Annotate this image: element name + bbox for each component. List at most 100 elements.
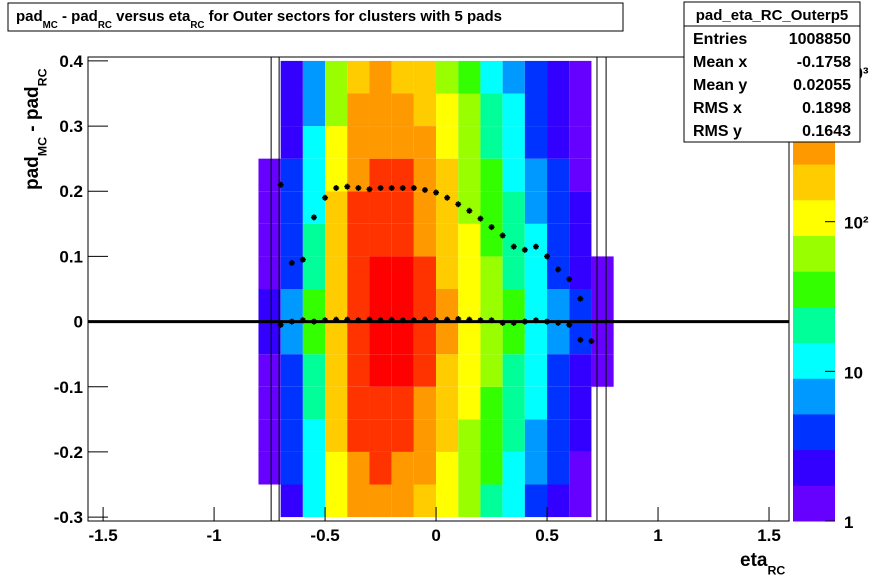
label-part: RC	[767, 564, 785, 578]
marker	[566, 276, 573, 283]
profile-point	[477, 215, 484, 222]
heatmap-cell	[325, 191, 348, 224]
heatmap-cell	[258, 289, 281, 322]
heatmap-cell	[391, 158, 414, 192]
heatmap-cell	[480, 60, 503, 94]
marker	[466, 207, 473, 214]
marker	[477, 317, 484, 324]
heatmap-cell	[325, 386, 348, 420]
heatmap-cell	[524, 223, 548, 257]
profile-point	[410, 184, 417, 191]
marker	[532, 317, 539, 324]
marker	[344, 183, 351, 190]
heatmap-cell	[569, 191, 592, 224]
x-tick-label: 1	[653, 526, 662, 545]
profile-point	[488, 224, 495, 231]
heatmap-cell	[569, 158, 592, 192]
heatmap-cell	[458, 93, 481, 127]
heatmap-cell	[347, 256, 370, 289]
title-box	[7, 2, 624, 32]
marker	[521, 318, 528, 325]
z-tick-label: 10²	[844, 214, 869, 233]
heatmap-cell	[524, 60, 548, 94]
marker	[322, 317, 329, 324]
heatmap-cell	[391, 223, 414, 257]
profile-point	[466, 316, 473, 323]
heatmap-cell	[258, 321, 281, 355]
heatmap-cell	[458, 126, 481, 159]
profile-point	[566, 276, 573, 283]
heatmap-cell	[258, 451, 281, 485]
heatmap-cell	[502, 191, 525, 224]
heatmap-cell	[391, 386, 414, 420]
marker	[421, 316, 428, 323]
profile-point	[444, 316, 451, 323]
marker	[288, 318, 295, 325]
heatmap-cell	[302, 191, 326, 224]
heatmap-cell	[369, 386, 392, 420]
heatmap-cell	[391, 93, 414, 127]
heatmap-cell	[347, 451, 370, 485]
marker	[566, 321, 573, 328]
heatmap-cell	[547, 386, 570, 420]
heatmap-cell	[413, 289, 437, 322]
x-tick-label: 0.5	[535, 526, 559, 545]
heatmap-cell	[325, 158, 348, 192]
heatmap-cell	[280, 126, 303, 159]
heatmap-cell	[347, 126, 370, 159]
profile-point	[544, 318, 551, 325]
marker	[388, 316, 395, 323]
heatmap-cell	[347, 354, 370, 387]
profile-point	[588, 338, 595, 345]
heatmap-cell	[369, 321, 392, 355]
profile-point	[510, 319, 517, 326]
heatmap-cell	[480, 386, 503, 420]
profile-point	[299, 256, 306, 263]
heatmap-cell	[458, 354, 481, 387]
marker	[288, 259, 295, 266]
heatmap-cell	[502, 484, 525, 518]
heatmap-cell	[480, 126, 503, 159]
heatmap-cell	[413, 354, 437, 387]
heatmap-cell	[502, 354, 525, 387]
heatmap-cell	[347, 223, 370, 257]
marker	[455, 201, 462, 208]
heatmap-cell	[458, 386, 481, 420]
profile-point	[577, 295, 584, 302]
marker	[532, 243, 539, 250]
heatmap-cell	[480, 256, 503, 289]
heatmap-cell	[569, 93, 592, 127]
heatmap-cell	[480, 289, 503, 322]
stats-value: -0.1758	[797, 54, 851, 71]
heatmap-cell	[302, 60, 326, 94]
heatmap-cell	[369, 451, 392, 485]
heatmap-cell	[524, 158, 548, 192]
label: padMC - padRC versus etaRC for Outer sec…	[16, 8, 502, 31]
heatmap-cell	[280, 223, 303, 257]
heatmap-cell	[391, 419, 414, 452]
marker	[577, 295, 584, 302]
marker	[421, 186, 428, 193]
profile-point	[455, 315, 462, 322]
heatmap-cell	[280, 93, 303, 127]
palette-cell	[793, 485, 835, 522]
label: etaRC	[740, 550, 785, 578]
profile-point	[299, 317, 306, 324]
heatmap-cell	[391, 321, 414, 355]
heatmap-cell	[258, 223, 281, 257]
y-tick-label: 0.4	[59, 52, 83, 71]
heatmap-cell	[547, 191, 570, 224]
palette-cell	[793, 306, 835, 344]
heatmap-cell	[547, 256, 570, 289]
y-tick-label: -0.2	[54, 443, 83, 462]
heatmap-cell	[502, 256, 525, 289]
heatmap-cell	[502, 158, 525, 192]
heatmap-cell	[524, 484, 548, 518]
label-part: RC	[98, 20, 112, 31]
heatmap-cell	[569, 419, 592, 452]
heatmap-cell	[391, 289, 414, 322]
heatmap-cell	[502, 60, 525, 94]
heatmap-cell	[524, 386, 548, 420]
heatmap-cell	[436, 126, 459, 159]
